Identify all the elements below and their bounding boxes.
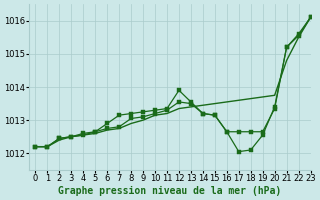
X-axis label: Graphe pression niveau de la mer (hPa): Graphe pression niveau de la mer (hPa): [58, 186, 282, 196]
